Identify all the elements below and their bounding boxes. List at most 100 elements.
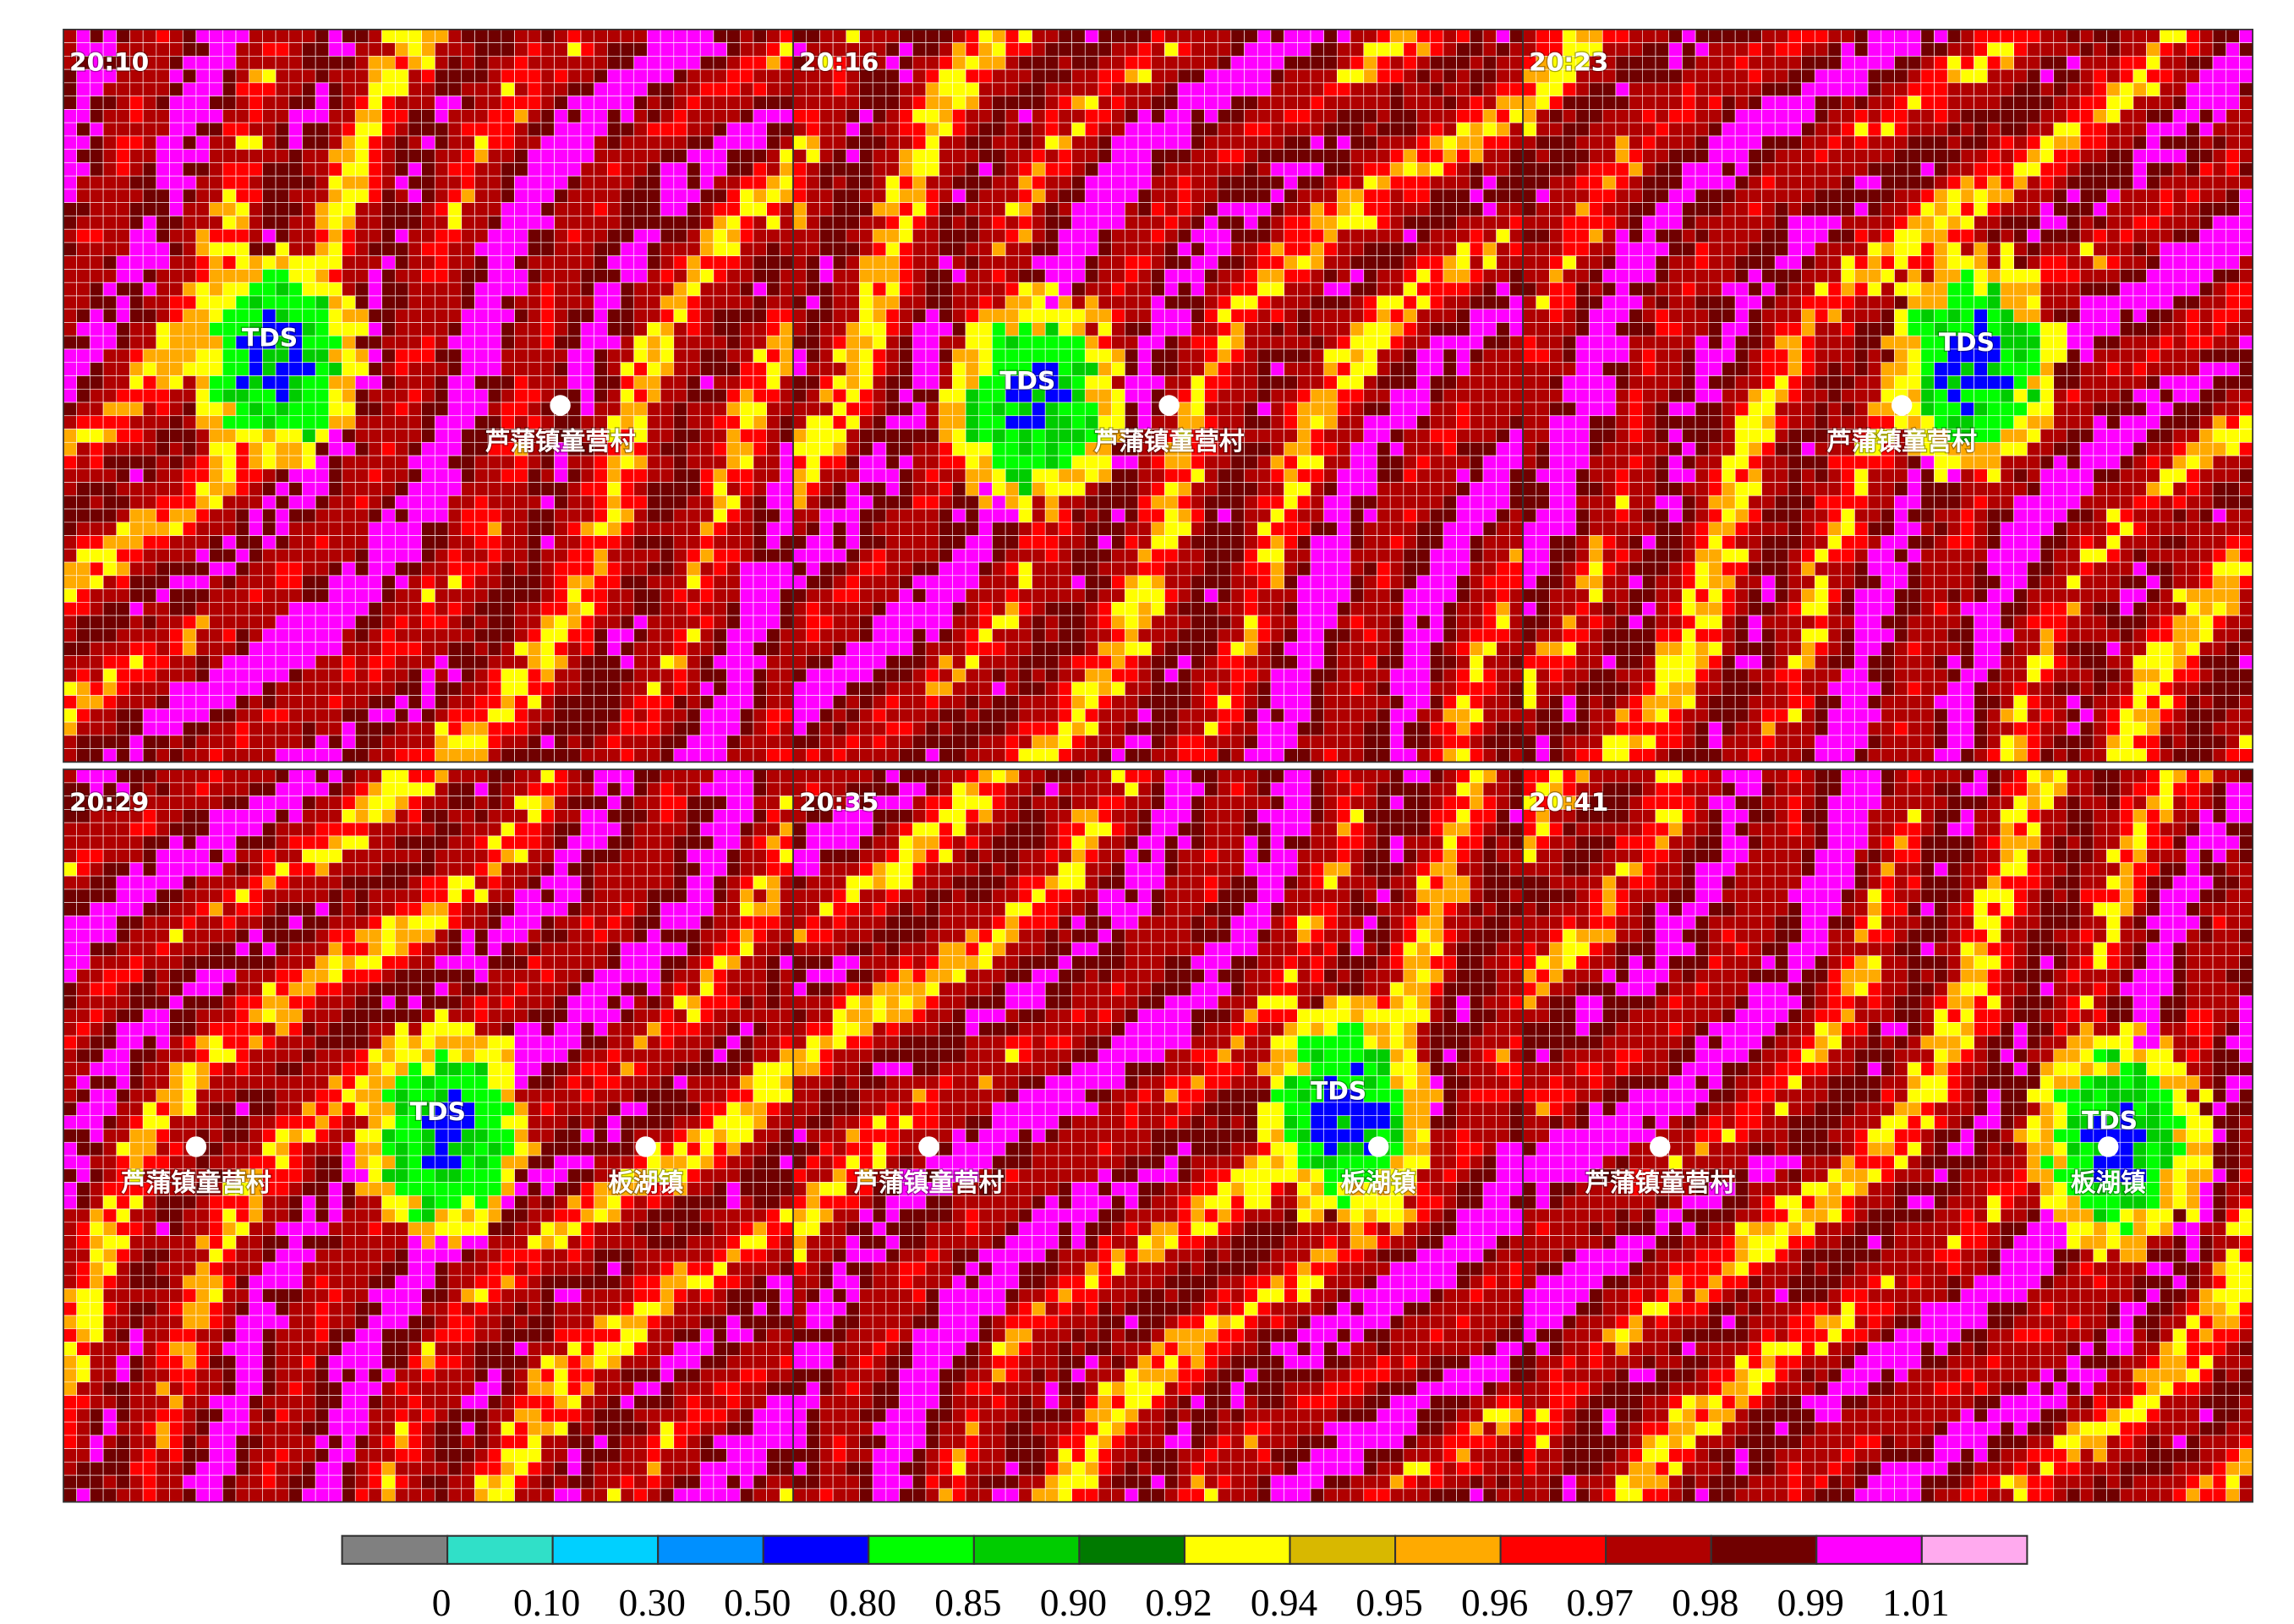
radar-cell xyxy=(540,216,555,230)
radar-cell xyxy=(195,708,210,723)
radar-cell xyxy=(660,402,675,417)
radar-cell xyxy=(620,309,635,323)
radar-cell xyxy=(461,482,475,496)
radar-cell xyxy=(846,269,860,283)
radar-cell xyxy=(1084,455,1099,470)
radar-cell xyxy=(647,228,661,243)
radar-cell xyxy=(554,549,568,563)
radar-cell xyxy=(1018,441,1032,457)
radar-cell xyxy=(1151,109,1165,123)
radar-cell xyxy=(1005,122,1020,137)
radar-cell xyxy=(1403,362,1417,376)
radar-cell xyxy=(487,535,502,550)
radar-cell xyxy=(1032,68,1046,84)
radar-cell xyxy=(169,549,183,563)
radar-cell xyxy=(780,109,794,123)
radar-cell xyxy=(342,189,356,203)
radar-cell xyxy=(739,668,754,683)
radar-cell xyxy=(1429,348,1444,364)
radar-cell xyxy=(687,29,701,43)
radar-cell xyxy=(1270,149,1284,163)
radar-cell xyxy=(76,588,90,603)
radar-cell xyxy=(1032,162,1046,177)
radar-cell xyxy=(647,561,661,577)
radar-cell xyxy=(262,668,276,683)
radar-cell xyxy=(885,362,900,376)
radar-cell xyxy=(633,681,648,696)
radar-cell xyxy=(819,495,834,510)
radar-cell xyxy=(354,135,370,150)
radar-cell xyxy=(1018,162,1032,177)
radar-cell xyxy=(1018,322,1032,336)
radar-cell xyxy=(1071,388,1086,403)
radar-cell xyxy=(1032,189,1046,203)
radar-cell xyxy=(726,588,741,603)
radar-cell xyxy=(1111,82,1125,96)
radar-cell xyxy=(540,42,555,57)
radar-cell xyxy=(461,721,475,736)
radar-cell xyxy=(699,56,714,70)
radar-cell xyxy=(912,122,927,137)
radar-cell xyxy=(408,68,422,84)
radar-cell xyxy=(1256,189,1272,203)
radar-cell xyxy=(726,455,741,470)
radar-cell xyxy=(156,269,170,283)
radar-cell xyxy=(156,735,170,749)
radar-cell xyxy=(687,721,701,736)
radar-cell xyxy=(594,255,608,270)
radar-cell xyxy=(395,216,409,230)
radar-cell xyxy=(620,56,635,70)
radar-cell xyxy=(699,162,714,177)
radar-cell xyxy=(90,468,104,483)
radar-cell xyxy=(288,202,303,216)
radar-cell xyxy=(435,242,449,257)
radar-cell xyxy=(235,681,250,696)
radar-cell xyxy=(182,429,197,443)
radar-cell xyxy=(978,468,993,483)
radar-cell xyxy=(1284,322,1298,336)
radar-cell xyxy=(567,549,582,563)
radar-cell xyxy=(780,282,794,297)
radar-cell xyxy=(381,282,396,297)
radar-cell xyxy=(965,415,980,429)
radar-cell xyxy=(288,695,303,709)
radar-cell xyxy=(1323,322,1338,336)
radar-cell xyxy=(354,495,370,510)
radar-cell xyxy=(1470,362,1484,376)
radar-cell xyxy=(699,202,714,216)
radar-cell xyxy=(501,282,515,297)
radar-cell xyxy=(1297,109,1311,123)
radar-cell xyxy=(195,575,210,589)
radar-cell xyxy=(1377,322,1391,336)
radar-cell xyxy=(381,335,396,350)
radar-cell xyxy=(288,255,303,270)
radar-cell xyxy=(1204,269,1218,283)
radar-cell xyxy=(1416,242,1431,257)
radar-cell xyxy=(965,202,980,216)
radar-cell xyxy=(885,495,900,510)
radar-cell xyxy=(687,216,701,230)
radar-cell xyxy=(288,495,303,510)
radar-cell xyxy=(806,415,820,429)
radar-cell xyxy=(753,455,767,470)
radar-cell xyxy=(806,162,820,177)
radar-cell xyxy=(1456,135,1470,150)
radar-cell xyxy=(607,269,621,283)
radar-cell xyxy=(965,29,980,43)
radar-cell xyxy=(354,362,370,376)
radar-cell xyxy=(1098,468,1112,483)
radar-cell xyxy=(687,122,701,137)
radar-cell xyxy=(1204,455,1218,470)
radar-cell xyxy=(1044,295,1059,310)
radar-cell xyxy=(1443,335,1457,350)
radar-cell xyxy=(925,468,939,483)
radar-cell xyxy=(713,375,727,390)
radar-cell xyxy=(527,216,542,230)
radar-cell xyxy=(461,495,475,510)
radar-cell xyxy=(275,269,290,283)
radar-cell xyxy=(859,202,873,216)
radar-cell xyxy=(142,549,157,563)
radar-cell xyxy=(846,202,860,216)
radar-cell xyxy=(421,135,435,150)
radar-cell xyxy=(222,748,237,763)
